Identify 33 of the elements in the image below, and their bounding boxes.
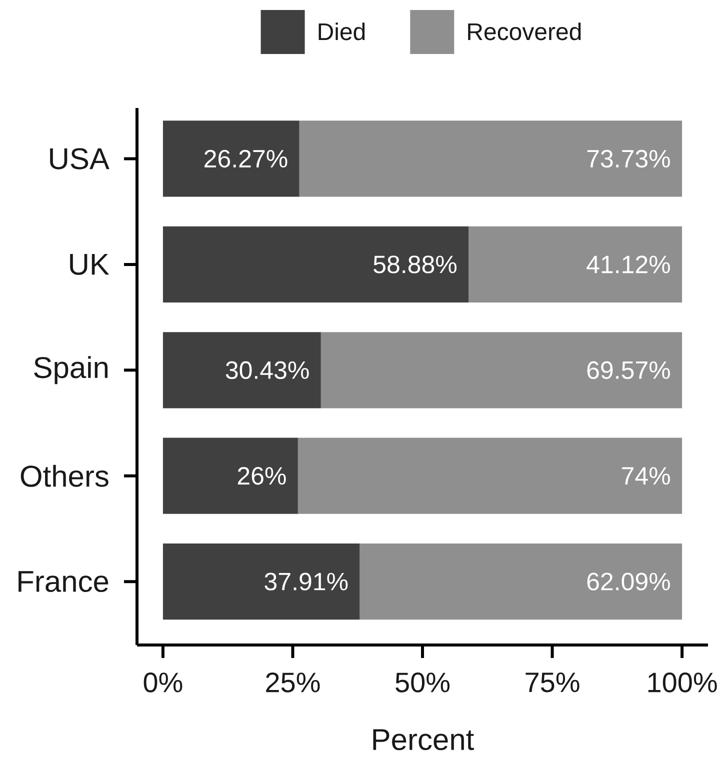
y-tick-label: Spain [34,356,108,384]
bar [162,332,321,408]
bar [298,438,682,514]
data-label: 26.27% [204,150,288,168]
y-tick-label: USA [50,148,110,170]
bar [162,120,300,197]
y-tick-label: UK [70,254,110,275]
data-label: 69.57% [587,361,670,380]
x-tick-label: 75% [526,672,580,692]
data-label: 74% [622,467,670,485]
data-label: 41.12% [586,256,670,274]
x-axis-title: Percent [373,729,474,750]
data-label: 58.88% [374,256,457,274]
data-label: 73.73% [587,150,670,168]
data-label: 30.43% [226,361,309,380]
bar [360,544,682,620]
bar [468,226,682,302]
x-tick-label: 25% [266,672,320,692]
y-tick-label: Others [20,464,108,487]
y-tick-label: France [18,571,108,592]
bar [320,332,682,408]
bar [162,226,469,302]
data-label: 26% [238,467,286,485]
data-label: 37.91% [264,572,348,590]
bar [299,120,682,197]
legend-label: Died [318,22,365,40]
x-tick-label: 50% [396,672,450,692]
bar [162,438,298,514]
bar [162,544,360,620]
x-tick-label: 100% [648,672,717,692]
data-label: 62.09% [587,572,670,590]
legend-label: Recovered [468,22,581,40]
x-tick-label: 0% [144,672,182,692]
